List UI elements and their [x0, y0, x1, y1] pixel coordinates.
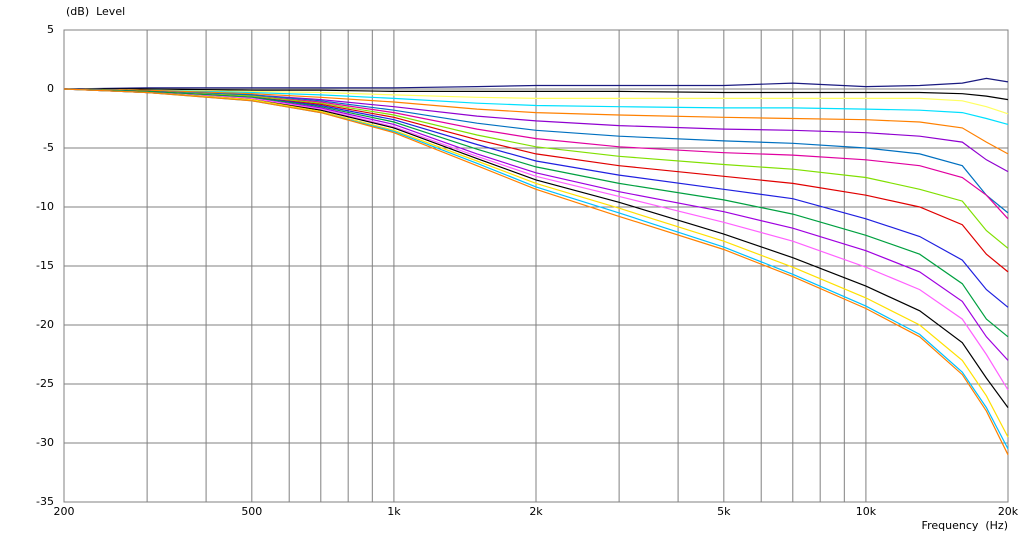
y-tick-label: -25	[36, 377, 54, 390]
series-line	[64, 88, 1009, 101]
x-tick-label: 2k	[529, 505, 543, 518]
y-tick-label: -5	[43, 141, 54, 154]
series-line	[63, 88, 1009, 438]
x-tick-label: 1k	[387, 505, 401, 518]
x-tick-label: 10k	[856, 505, 877, 518]
series-line	[63, 88, 1009, 391]
y-axis-title: (dB) Level	[66, 5, 125, 18]
x-tick-label: 200	[54, 505, 75, 518]
x-tick-label: 5k	[717, 505, 731, 518]
y-tick-label: 5	[47, 23, 54, 36]
series-line	[63, 88, 1009, 456]
series-line	[63, 88, 1009, 338]
x-axis-title: Frequency (Hz)	[922, 519, 1008, 532]
y-tick-label: -30	[36, 436, 54, 449]
x-tick-label: 500	[241, 505, 262, 518]
series-line	[63, 88, 1009, 214]
y-tick-label: -15	[36, 259, 54, 272]
y-tick-label: -20	[36, 318, 54, 331]
series-line	[63, 77, 1009, 90]
series-line	[63, 88, 1009, 249]
series-line	[63, 88, 1009, 115]
series-line	[63, 88, 1009, 125]
x-tick-label: 20k	[998, 505, 1019, 518]
y-tick-label: -10	[36, 200, 54, 213]
y-tick-label: 0	[47, 82, 54, 95]
series-line	[63, 88, 1009, 155]
y-tick-label: -35	[36, 495, 54, 508]
